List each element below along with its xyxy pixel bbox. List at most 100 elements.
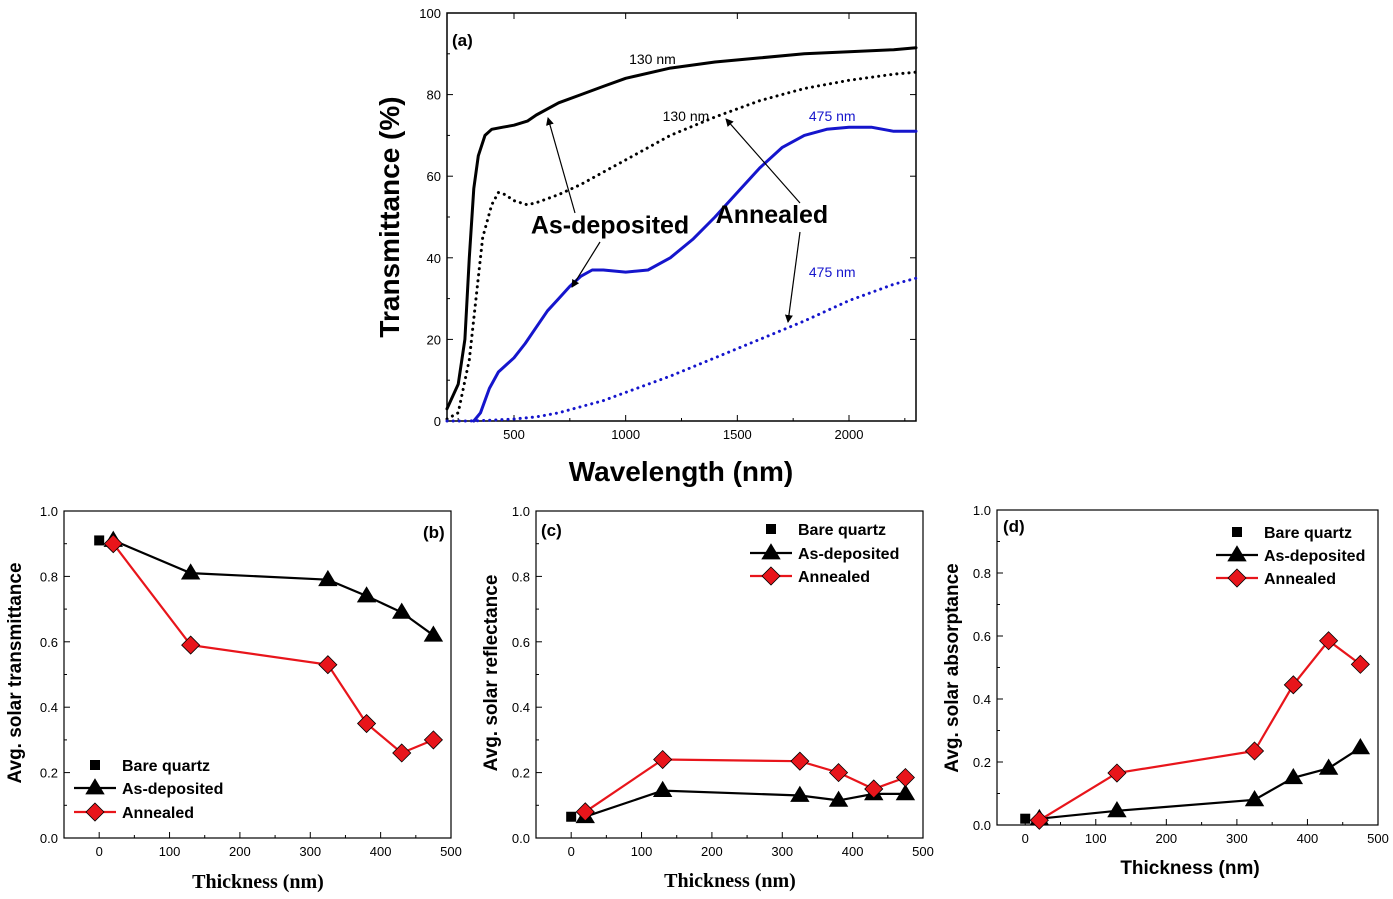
x-axis-title-b: Thickness (nm) bbox=[192, 871, 324, 893]
data-point-as-deposited bbox=[392, 602, 412, 619]
data-point-as-deposited bbox=[423, 625, 444, 642]
data-point-annealed bbox=[1107, 763, 1127, 783]
legend-label-bare-quartz: Bare quartz bbox=[122, 758, 210, 775]
y-tick-label: 1.0 bbox=[973, 503, 991, 518]
y-tick-label: 20 bbox=[427, 332, 441, 347]
x-tick-label: 400 bbox=[842, 844, 864, 859]
y-tick-label: 0.0 bbox=[512, 831, 530, 846]
legend-label-annealed: Annealed bbox=[122, 805, 194, 822]
x-tick-label: 1500 bbox=[723, 427, 752, 442]
x-tick-label: 200 bbox=[1155, 831, 1177, 846]
legend-label-annealed: Annealed bbox=[798, 569, 870, 586]
x-tick-label: 100 bbox=[631, 844, 653, 859]
legend-label-annealed: Annealed bbox=[1264, 571, 1336, 588]
axis-ticks-b: 0 100 200 300 400 500 0.0 0.2 0.4 0.6 0.8 1.0 bbox=[40, 504, 462, 859]
y-tick-label: 0.4 bbox=[973, 692, 991, 707]
legend-c: Bare quartz As-deposited Annealed bbox=[750, 522, 899, 586]
panel-tag-c: (c) bbox=[541, 521, 562, 540]
x-tick-label: 0 bbox=[568, 844, 575, 859]
y-tick-label: 0.2 bbox=[40, 766, 58, 781]
legend-symbol-as-deposited bbox=[1227, 545, 1247, 562]
panel-tag-b: (b) bbox=[423, 523, 445, 542]
data-point-annealed bbox=[864, 779, 884, 799]
series-line-asdep_475 bbox=[472, 125, 918, 423]
data-point-annealed bbox=[318, 655, 338, 675]
x-tick-label: 400 bbox=[370, 844, 392, 859]
panel-tag-a: (a) bbox=[452, 31, 473, 50]
data-marks-d bbox=[1020, 631, 1371, 830]
data-point-annealed bbox=[181, 635, 201, 655]
series-line-ann_475 bbox=[445, 276, 918, 423]
axis-ticks-a: 500 1000 1500 2000 0 20 40 60 80 100 bbox=[419, 6, 916, 442]
axis-ticks-d: 0 100 200 300 400 500 0.0 0.2 0.4 0.6 0.8 1.0 bbox=[973, 503, 1389, 846]
data-point-as-deposited bbox=[1244, 790, 1265, 807]
annotation-arrow bbox=[725, 118, 801, 204]
legend-label-as-deposited: As-deposited bbox=[122, 781, 223, 798]
x-tick-label: 200 bbox=[701, 844, 723, 859]
curve-label-annealed-130: 130 nm bbox=[663, 108, 710, 124]
y-tick-label: 0.4 bbox=[40, 700, 58, 715]
data-point-as-deposited bbox=[1350, 738, 1371, 755]
x-tick-label: 500 bbox=[503, 427, 525, 442]
series-line-annealed bbox=[112, 543, 434, 755]
series-line-ann_130 bbox=[445, 70, 918, 421]
data-point-annealed bbox=[356, 713, 377, 734]
curve-label-annealed-475: 475 nm bbox=[809, 264, 856, 280]
x-tick-label: 500 bbox=[1367, 831, 1389, 846]
y-tick-label: 60 bbox=[427, 169, 441, 184]
series-line-as-deposited bbox=[112, 539, 435, 637]
y-axis-title-b: Avg. solar transmittance bbox=[5, 562, 26, 783]
x-axis-title-a: Wavelength (nm) bbox=[569, 456, 794, 487]
data-point-as-deposited bbox=[895, 784, 916, 801]
x-tick-label: 200 bbox=[229, 844, 251, 859]
data-point-annealed bbox=[392, 743, 412, 763]
data-point-annealed bbox=[1319, 631, 1339, 651]
annotation-arrow bbox=[546, 117, 576, 214]
y-tick-label: 100 bbox=[419, 6, 441, 21]
panel-a: 500 1000 1500 2000 0 20 40 60 80 100 (a) Waveleng… bbox=[374, 6, 918, 487]
y-tick-label: 0.8 bbox=[973, 566, 991, 581]
x-tick-label: 100 bbox=[1085, 831, 1107, 846]
legend-symbol-annealed bbox=[1227, 568, 1247, 588]
data-point-as-deposited bbox=[1283, 767, 1304, 785]
curve-label-asdep-475: 475 nm bbox=[809, 108, 856, 124]
annotation-arrow bbox=[784, 231, 801, 323]
series-line-asdep_130 bbox=[445, 46, 918, 411]
legend-symbol-bare-quartz bbox=[766, 524, 776, 534]
legend-label-bare-quartz: Bare quartz bbox=[1264, 525, 1352, 542]
data-point-as-deposited bbox=[318, 569, 338, 587]
data-point-annealed bbox=[828, 763, 849, 783]
annotation-annealed: Annealed bbox=[716, 201, 829, 229]
series-line-as-deposited bbox=[584, 789, 906, 818]
y-tick-label: 0.6 bbox=[973, 629, 991, 644]
axis-ticks-c: 0 100 200 300 400 500 0.0 0.2 0.4 0.6 0.8 1.0 bbox=[512, 504, 934, 859]
x-tick-label: 2000 bbox=[835, 427, 864, 442]
data-point-annealed bbox=[895, 767, 915, 788]
data-point-as-deposited bbox=[1318, 758, 1339, 775]
y-tick-label: 0.2 bbox=[973, 755, 991, 770]
data-point-annealed bbox=[423, 730, 443, 750]
x-axis-title-c: Thickness (nm) bbox=[664, 870, 796, 892]
legend-b: Bare quartz As-deposited Annealed bbox=[74, 758, 223, 822]
x-axis-title-d: Thickness (nm) bbox=[1120, 858, 1259, 879]
legend-symbol-bare-quartz bbox=[90, 760, 100, 770]
legend-symbol-as-deposited bbox=[85, 778, 105, 795]
annotation-arrow bbox=[571, 241, 601, 288]
y-tick-label: 0.2 bbox=[512, 766, 530, 781]
data-point-as-deposited bbox=[356, 586, 377, 603]
series-line-as-deposited bbox=[1039, 746, 1361, 820]
y-tick-label: 80 bbox=[427, 88, 441, 103]
x-tick-label: 300 bbox=[299, 844, 321, 859]
data-point-annealed bbox=[790, 751, 810, 771]
y-tick-label: 0.0 bbox=[40, 831, 58, 846]
data-point-as-deposited bbox=[652, 780, 673, 797]
panel-tag-d: (d) bbox=[1003, 517, 1025, 536]
x-tick-label: 0 bbox=[96, 844, 103, 859]
data-point-annealed bbox=[103, 534, 123, 554]
y-tick-label: 0 bbox=[434, 414, 441, 429]
curves-a bbox=[445, 46, 918, 423]
data-point-annealed bbox=[1029, 810, 1049, 830]
data-point-annealed bbox=[1244, 741, 1265, 761]
data-point-annealed bbox=[575, 802, 595, 822]
